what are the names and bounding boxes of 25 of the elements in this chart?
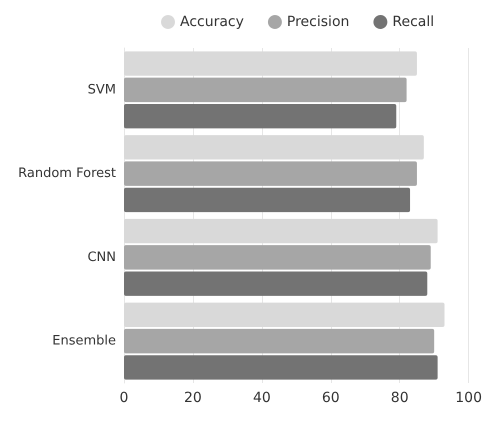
x-tick-label: 80 bbox=[390, 390, 409, 406]
bar bbox=[124, 188, 410, 212]
bar bbox=[124, 302, 445, 327]
bar bbox=[124, 328, 434, 354]
x-tick-label: 0 bbox=[120, 390, 128, 406]
bar bbox=[124, 218, 438, 244]
bar bbox=[124, 245, 431, 270]
bar bbox=[124, 272, 428, 296]
bar bbox=[124, 161, 417, 186]
y-tick-label: Ensemble bbox=[52, 334, 116, 349]
y-tick-label: Random Forest bbox=[18, 166, 116, 182]
x-tick-label: 60 bbox=[322, 390, 340, 406]
y-tick-label: SVM bbox=[88, 82, 116, 98]
x-tick-label: 40 bbox=[252, 390, 271, 406]
bar bbox=[124, 135, 424, 160]
bar bbox=[124, 104, 396, 128]
legend-label: Accuracy bbox=[180, 14, 244, 30]
x-tick-label: 20 bbox=[184, 390, 202, 406]
y-tick-label: CNN bbox=[87, 250, 116, 265]
x-tick-label: 100 bbox=[455, 390, 482, 406]
bar bbox=[124, 355, 438, 380]
bar bbox=[124, 78, 407, 102]
legend-label: Precision bbox=[286, 14, 350, 30]
bar bbox=[124, 51, 417, 76]
legend-label: Recall bbox=[392, 14, 434, 30]
